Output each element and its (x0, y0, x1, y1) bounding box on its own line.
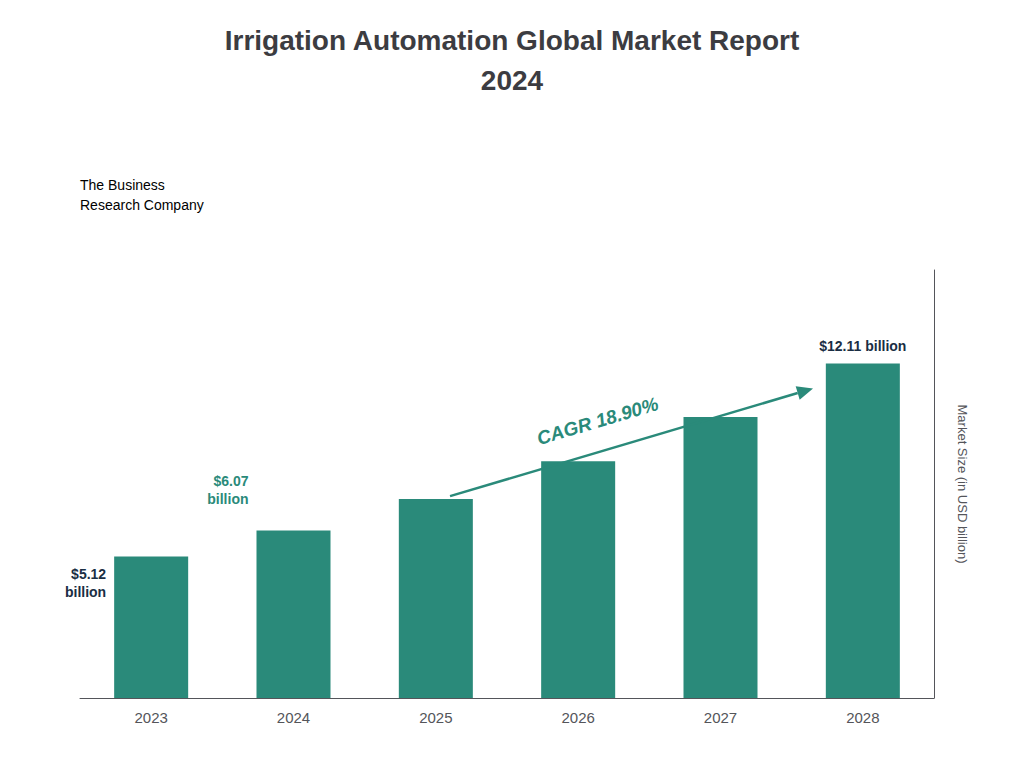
svg-text:2025: 2025 (419, 709, 452, 726)
svg-text:2024: 2024 (481, 65, 544, 96)
svg-text:CAGR 18.90%: CAGR 18.90% (534, 393, 661, 449)
svg-text:2023: 2023 (134, 709, 167, 726)
svg-text:2024: 2024 (277, 709, 310, 726)
svg-text:2026: 2026 (561, 709, 594, 726)
svg-text:2027: 2027 (704, 709, 737, 726)
svg-text:billion: billion (207, 491, 248, 507)
svg-text:Market Size (in USD billion): Market Size (in USD billion) (955, 405, 970, 564)
svg-text:2028: 2028 (846, 709, 879, 726)
svg-text:billion: billion (65, 584, 106, 600)
svg-text:$5.12: $5.12 (71, 566, 106, 582)
svg-text:$6.07: $6.07 (213, 473, 248, 489)
svg-text:Research Company: Research Company (80, 197, 204, 213)
svg-text:The Business: The Business (80, 177, 165, 193)
svg-text:$12.11 billion: $12.11 billion (819, 338, 906, 354)
svg-text:Irrigation Automation Global M: Irrigation Automation Global Market Repo… (225, 25, 800, 56)
